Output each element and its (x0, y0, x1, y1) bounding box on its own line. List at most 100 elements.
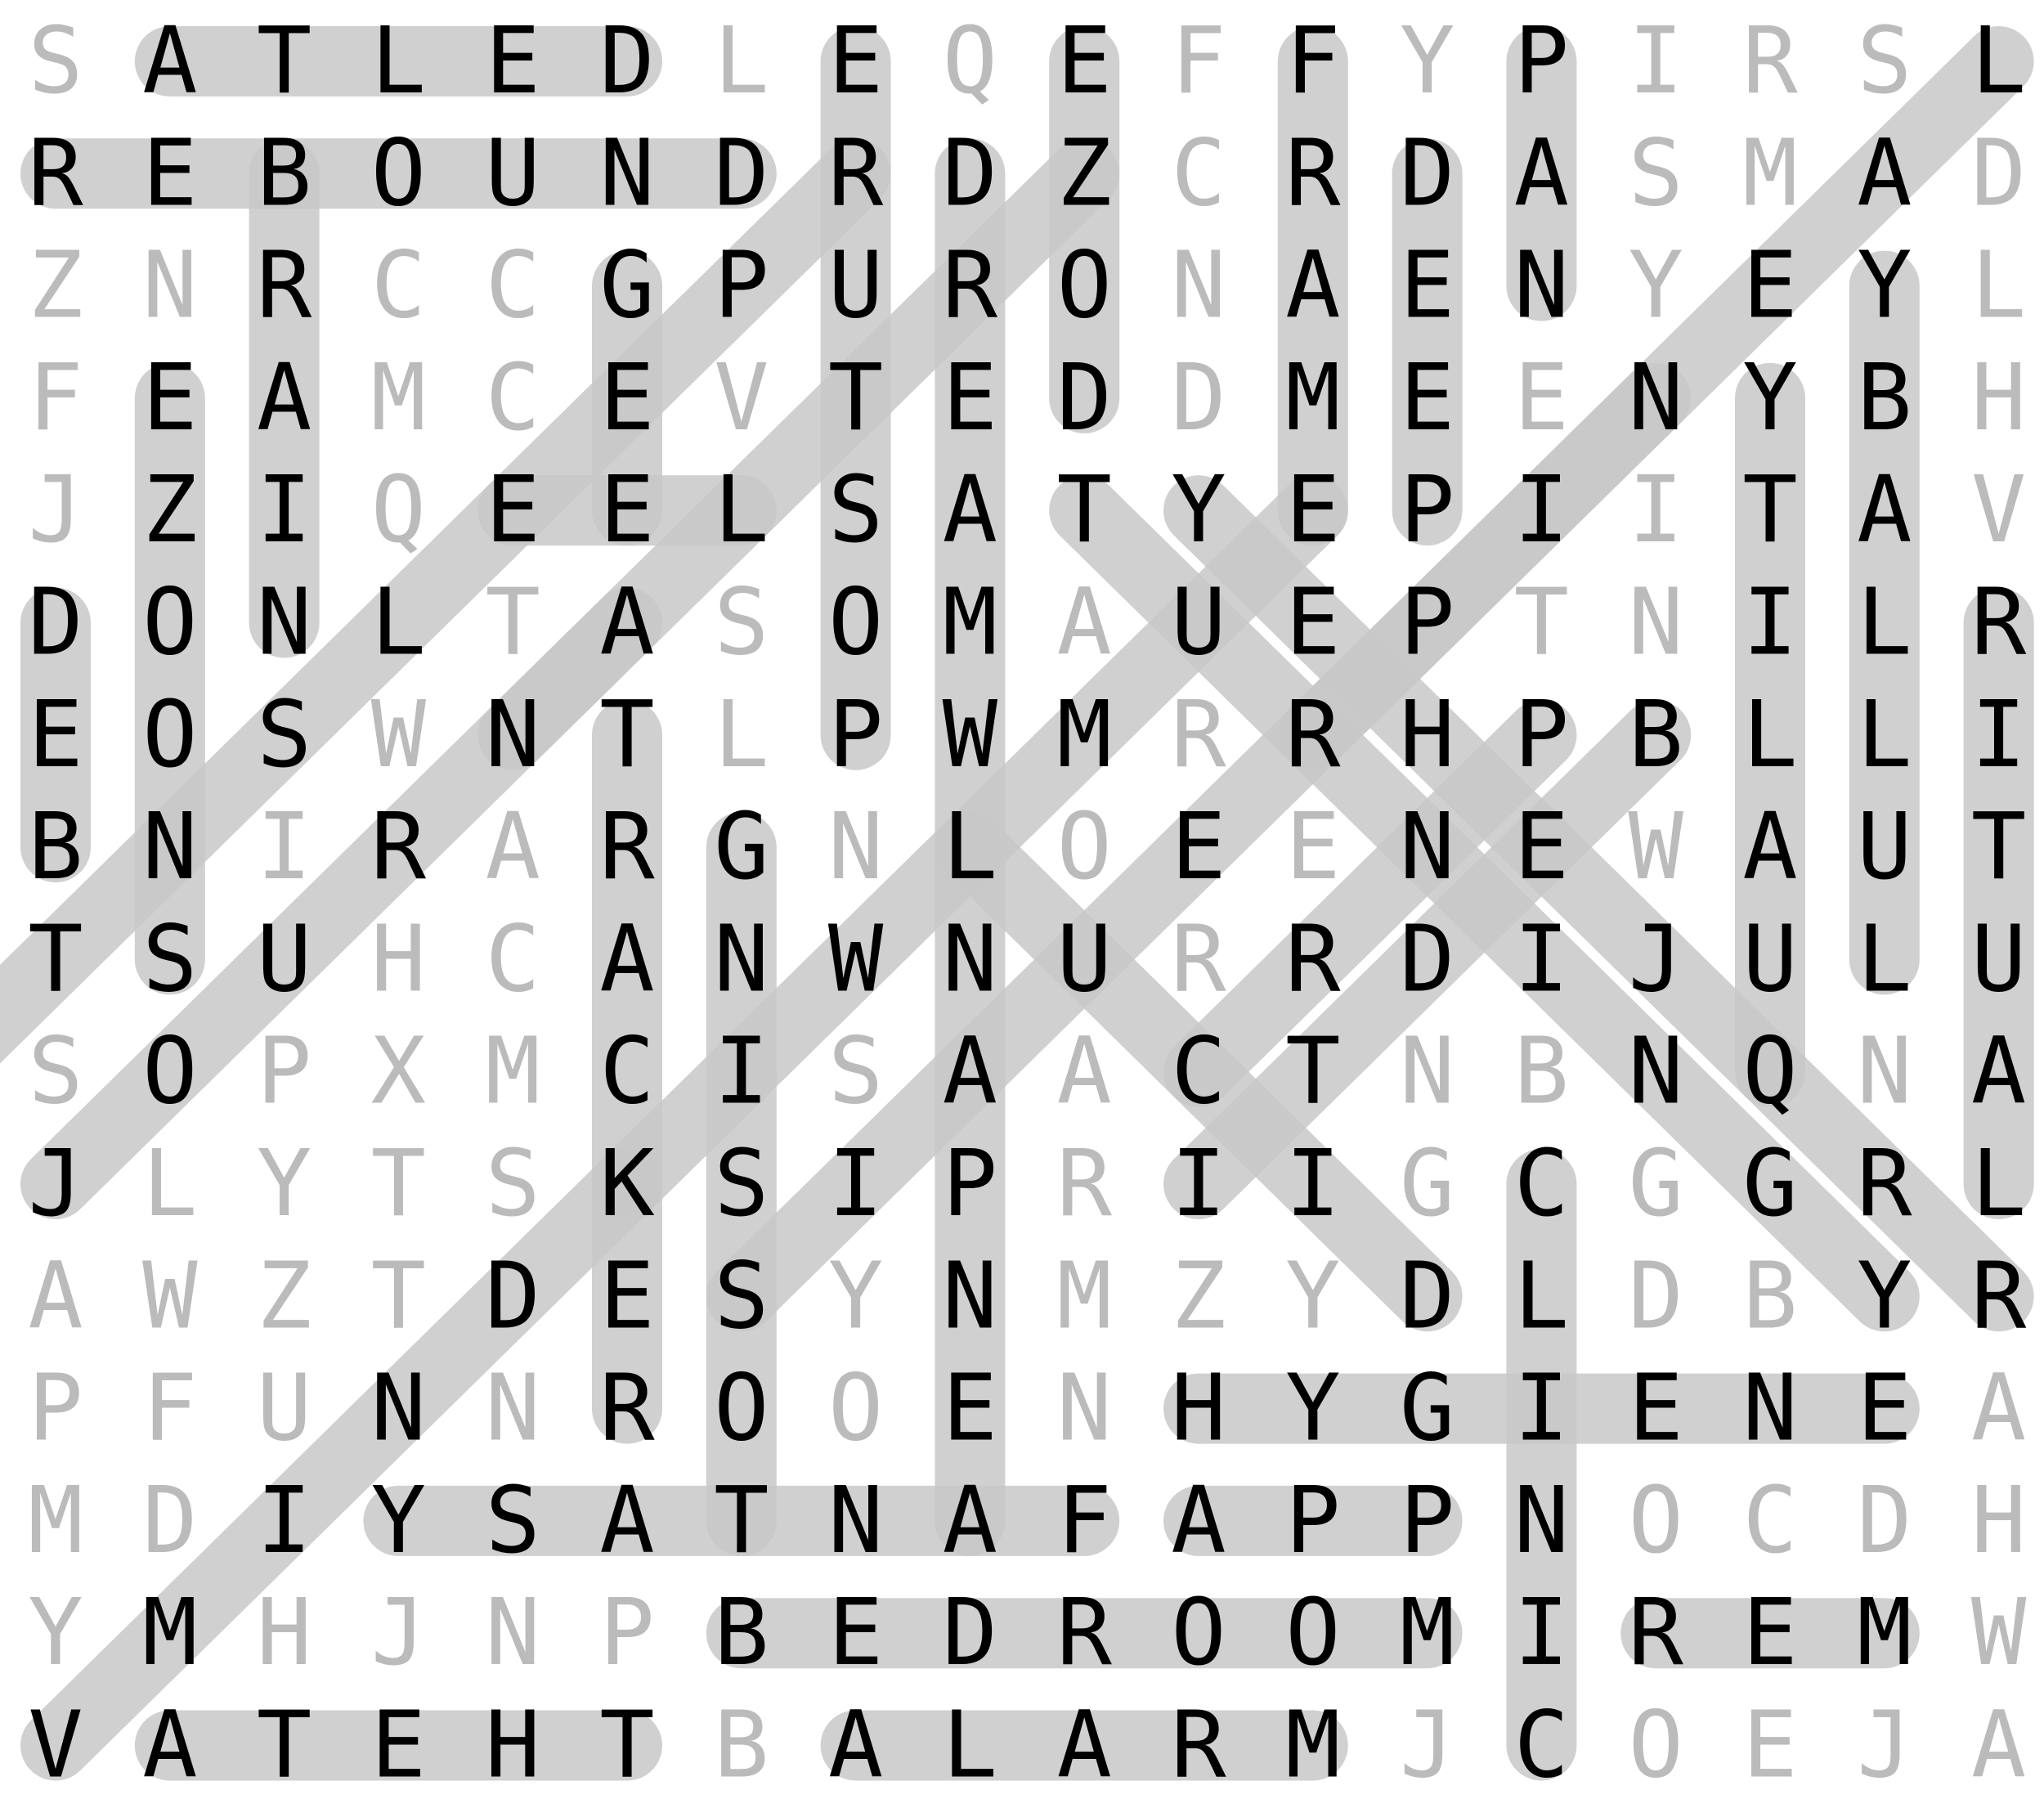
grid-cell-letter[interactable]: P (1400, 1468, 1455, 1574)
grid-cell-letter[interactable]: E (1742, 233, 1797, 339)
grid-cell-letter[interactable]: U (1056, 906, 1111, 1012)
grid-cell-letter[interactable]: A (1056, 1693, 1111, 1799)
grid-cell-letter[interactable]: A (943, 1019, 997, 1125)
grid-cell-letter[interactable]: D (943, 120, 997, 227)
grid-cell-letter[interactable]: R (1285, 682, 1341, 788)
grid-cell-letter[interactable]: G (714, 794, 769, 900)
grid-cell-letter[interactable]: X (371, 1019, 426, 1125)
grid-cell-letter[interactable]: H (1971, 345, 2026, 451)
grid-cell-letter[interactable]: A (257, 345, 312, 451)
grid-cell-letter[interactable]: Y (1400, 8, 1455, 114)
grid-cell-letter[interactable]: P (28, 1356, 83, 1462)
grid-cell-letter[interactable]: N (485, 1580, 540, 1686)
grid-cell-letter[interactable]: C (485, 906, 540, 1012)
grid-cell-letter[interactable]: B (714, 1580, 769, 1686)
grid-cell-letter[interactable]: O (714, 1356, 769, 1462)
grid-cell-letter[interactable]: M (1056, 1243, 1111, 1349)
grid-cell-letter[interactable]: E (1171, 794, 1226, 900)
grid-cell-letter[interactable]: A (943, 1468, 997, 1574)
grid-cell-letter[interactable]: N (1742, 1356, 1797, 1462)
grid-cell-letter[interactable]: N (1514, 1468, 1569, 1574)
grid-cell-letter[interactable]: E (1400, 233, 1455, 339)
grid-cell-letter[interactable]: V (1971, 457, 2026, 563)
grid-cell-letter[interactable]: Y (1171, 457, 1226, 563)
grid-cell-letter[interactable]: L (371, 8, 426, 114)
grid-cell-letter[interactable]: E (1742, 1580, 1797, 1686)
grid-cell-letter[interactable]: A (943, 457, 997, 563)
grid-cell-letter[interactable]: L (714, 682, 769, 788)
grid-cell-letter[interactable]: E (599, 457, 654, 563)
grid-cell-letter[interactable]: Y (371, 1468, 426, 1574)
grid-cell-letter[interactable]: D (1400, 906, 1455, 1012)
grid-cell-letter[interactable]: R (1857, 1131, 1912, 1237)
grid-cell-letter[interactable]: I (714, 1019, 769, 1125)
grid-cell-letter[interactable]: H (1171, 1356, 1226, 1462)
grid-cell-letter[interactable]: L (943, 1693, 997, 1799)
grid-cell-letter[interactable]: D (28, 570, 83, 676)
grid-cell-letter[interactable]: D (1857, 1468, 1912, 1574)
grid-cell-letter[interactable]: T (1971, 794, 2026, 900)
grid-cell-letter[interactable]: R (1742, 8, 1798, 114)
grid-cell-letter[interactable]: J (1628, 906, 1683, 1012)
grid-cell-letter[interactable]: R (1171, 682, 1226, 788)
grid-cell-letter[interactable]: O (142, 1019, 197, 1125)
grid-cell-letter[interactable]: A (142, 1693, 197, 1799)
grid-cell-letter[interactable]: I (1171, 1131, 1226, 1237)
grid-cell-letter[interactable]: N (1056, 1356, 1111, 1462)
grid-cell-letter[interactable]: E (599, 345, 654, 451)
grid-cell-letter[interactable]: Q (1742, 1019, 1797, 1125)
grid-cell-letter[interactable]: I (1514, 1356, 1569, 1462)
grid-cell-letter[interactable]: L (1514, 1243, 1569, 1349)
grid-cell-letter[interactable]: T (1056, 457, 1111, 563)
grid-cell-letter[interactable]: T (1514, 570, 1569, 676)
grid-cell-letter[interactable]: R (943, 233, 998, 339)
grid-cell-letter[interactable]: I (1514, 457, 1569, 563)
grid-cell-letter[interactable]: Y (28, 1580, 83, 1686)
grid-cell-letter[interactable]: E (1285, 794, 1340, 900)
grid-cell-letter[interactable]: W (371, 682, 427, 788)
grid-cell-letter[interactable]: H (1971, 1468, 2026, 1574)
grid-cell-letter[interactable]: C (1514, 1131, 1569, 1237)
grid-cell-letter[interactable]: L (1971, 1131, 2026, 1237)
grid-cell-letter[interactable]: E (142, 120, 197, 227)
grid-cell-letter[interactable]: Y (1285, 1356, 1340, 1462)
grid-cell-letter[interactable]: E (1056, 8, 1111, 114)
grid-cell-letter[interactable]: N (485, 1356, 540, 1462)
grid-cell-letter[interactable]: N (257, 570, 312, 676)
grid-cell-letter[interactable]: T (828, 345, 883, 451)
grid-cell-letter[interactable]: S (257, 682, 312, 788)
grid-cell-letter[interactable]: A (1857, 457, 1912, 563)
grid-cell-letter[interactable]: E (828, 1580, 883, 1686)
grid-cell-letter[interactable]: O (828, 570, 883, 676)
grid-cell-letter[interactable]: I (1285, 1131, 1340, 1237)
grid-cell-letter[interactable]: E (485, 457, 540, 563)
grid-cell-letter[interactable]: A (28, 1243, 83, 1349)
grid-cell-letter[interactable]: P (714, 233, 769, 339)
grid-cell-letter[interactable]: B (714, 1693, 769, 1799)
grid-cell-letter[interactable]: A (1056, 570, 1111, 676)
grid-cell-letter[interactable]: T (257, 1693, 312, 1799)
grid-cell-letter[interactable]: C (371, 233, 426, 339)
grid-cell-letter[interactable]: E (1285, 457, 1340, 563)
grid-cell-letter[interactable]: L (1971, 233, 2026, 339)
grid-cell-letter[interactable]: J (371, 1580, 426, 1686)
grid-cell-letter[interactable]: P (828, 682, 883, 788)
grid-cell-letter[interactable]: L (1971, 8, 2026, 114)
grid-cell-letter[interactable]: L (371, 570, 426, 676)
grid-cell-letter[interactable]: V (28, 1693, 83, 1799)
grid-cell-letter[interactable]: P (1514, 8, 1569, 114)
grid-cell-letter[interactable]: E (1857, 1356, 1912, 1462)
grid-cell-letter[interactable]: H (1400, 682, 1455, 788)
grid-cell-letter[interactable]: Y (1857, 1243, 1912, 1349)
grid-cell-letter[interactable]: S (142, 906, 197, 1012)
grid-cell-letter[interactable]: D (943, 1580, 997, 1686)
grid-cell-letter[interactable]: O (371, 120, 426, 227)
grid-cell-letter[interactable]: E (943, 345, 997, 451)
grid-cell-letter[interactable]: Z (1171, 1243, 1226, 1349)
grid-cell-letter[interactable]: R (1056, 1131, 1112, 1237)
grid-cell-letter[interactable]: N (1857, 1019, 1912, 1125)
grid-cell-letter[interactable]: U (1857, 794, 1912, 900)
grid-cell-letter[interactable]: F (1056, 1468, 1111, 1574)
grid-cell-letter[interactable]: A (1056, 1019, 1111, 1125)
grid-cell-letter[interactable]: F (142, 1356, 197, 1462)
